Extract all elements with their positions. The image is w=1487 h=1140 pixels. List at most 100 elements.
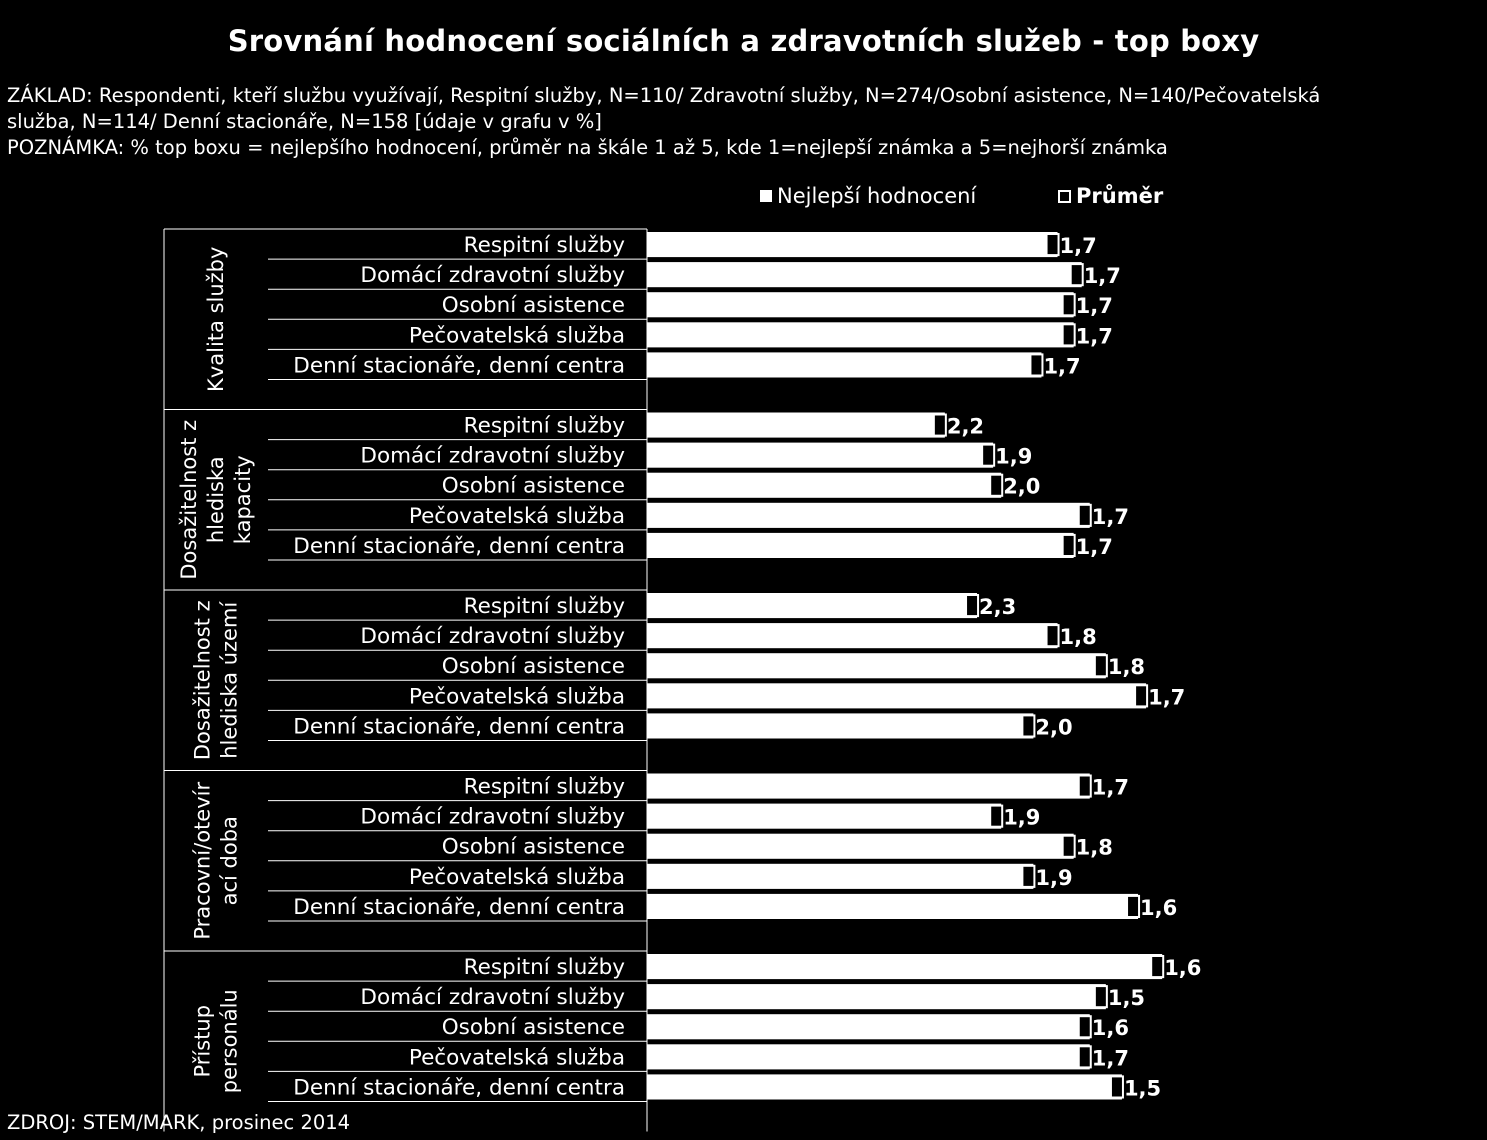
category-label: Pečovatelská služba (409, 684, 625, 709)
category-label: Denní stacionáře, denní centra (293, 353, 625, 378)
category-label: Denní stacionáře, denní centra (293, 534, 625, 559)
marker-avg (1150, 955, 1165, 979)
category-label: Pečovatelská služba (409, 323, 625, 348)
category-label: Pečovatelská služba (409, 865, 625, 890)
bar-best (647, 1074, 1122, 1100)
remark-note: POZNÁMKA: % top boxu = nejlepšího hodnoc… (7, 136, 1168, 159)
marker-avg (1061, 834, 1076, 858)
marker-avg (1093, 654, 1108, 678)
marker-avg (1061, 533, 1076, 558)
bar-best (647, 1014, 1090, 1040)
avg-label: 1,7 (1076, 535, 1113, 559)
group-label: Dosažitelnost z hlediska území (191, 600, 242, 760)
group-label-line: Dosažitelnost z (191, 600, 215, 760)
avg-label: 2,2 (947, 415, 984, 439)
marker-avg (981, 443, 996, 467)
marker-avg (1077, 774, 1092, 798)
group-label-line: kapacity (231, 455, 255, 544)
marker-avg (965, 594, 980, 618)
category-label: Domácí zdravotní služby (360, 985, 625, 1010)
marker-avg (1093, 985, 1108, 1009)
marker-avg (1077, 1015, 1092, 1039)
avg-label: 1,9 (1035, 866, 1072, 890)
category-label: Respitní služby (464, 955, 626, 980)
marker-avg (1134, 684, 1149, 708)
marker-avg (1069, 263, 1084, 287)
bar-best (647, 322, 1074, 348)
group-label: Kvalita služby (204, 247, 228, 392)
group-label-line: Kvalita služby (204, 247, 228, 392)
legend-item-avg: Průměr (1058, 184, 1163, 208)
group-label-line: Přístup (191, 1005, 215, 1078)
marker-avg (932, 413, 947, 437)
group-label: Pracovní/otevír ací doba (191, 782, 242, 940)
category-label: Osobní asistence (442, 835, 625, 860)
avg-label: 1,7 (1060, 234, 1097, 258)
group-label: Dosažitelnost z hlediska kapacity (177, 420, 255, 580)
group-label-line: Pracovní/otevír (191, 782, 215, 940)
category-label: Respitní služby (464, 414, 626, 439)
bar-best (647, 232, 1058, 258)
bar-best (647, 833, 1074, 859)
group-label-line: ací doba (218, 816, 242, 905)
marker-avg (1109, 1075, 1124, 1099)
bar-best (647, 653, 1106, 679)
bar-best (647, 442, 994, 468)
marker-avg (989, 473, 1004, 497)
avg-label: 1,8 (1108, 655, 1145, 679)
bar-best (647, 623, 1058, 649)
bar-best (647, 713, 1034, 739)
category-label: Osobní asistence (442, 1015, 625, 1040)
avg-label: 1,9 (995, 445, 1032, 469)
legend-item-best: Nejlepší hodnocení (760, 184, 976, 208)
marker-avg (1061, 293, 1076, 317)
avg-label: 1,7 (1148, 685, 1185, 709)
category-label: Respitní služby (464, 594, 626, 619)
group-label-line: hlediska území (218, 601, 242, 759)
avg-label: 1,7 (1084, 264, 1121, 288)
avg-label: 2,0 (1035, 715, 1072, 739)
bar-best (647, 773, 1090, 799)
group-label-line: hlediska (204, 456, 228, 543)
category-label: Denní stacionáře, denní centra (293, 714, 625, 739)
source-note: ZDROJ: STEM/MARK, prosinec 2014 (7, 1111, 351, 1134)
chart-title: Srovnání hodnocení sociálních a zdravotn… (227, 24, 1260, 58)
avg-label: 1,7 (1092, 1046, 1129, 1070)
category-label: Pečovatelská služba (409, 1045, 625, 1070)
bar-best (647, 502, 1090, 528)
marker-avg (1126, 894, 1141, 919)
group-label: Přístup personálu (191, 989, 242, 1093)
bar-best (647, 803, 1002, 829)
bar-best (647, 893, 1139, 919)
avg-label: 1,6 (1140, 896, 1177, 920)
category-label: Domácí zdravotní služby (360, 805, 625, 830)
bar-best (647, 863, 1034, 889)
avg-label: 1,6 (1164, 956, 1201, 980)
avg-label: 1,5 (1124, 1076, 1161, 1100)
basis-note-line2: služba, N=114/ Denní stacionáře, N=158 [… (7, 110, 602, 133)
marker-avg (1045, 624, 1060, 648)
category-label: Domácí zdravotní služby (360, 444, 625, 469)
marker-avg (1021, 864, 1036, 888)
group-label-line: personálu (218, 989, 242, 1093)
marker-avg (1021, 714, 1036, 738)
legend-label-avg: Průměr (1076, 184, 1164, 208)
avg-label: 2,3 (979, 595, 1016, 619)
category-label: Pečovatelská služba (409, 504, 625, 529)
marker-avg (1077, 503, 1092, 527)
category-label: Osobní asistence (442, 293, 625, 318)
legend-swatch-best (760, 190, 772, 202)
bar-best (647, 954, 1163, 980)
category-label: Respitní služby (464, 775, 626, 800)
marker-avg (1077, 1045, 1092, 1069)
category-label: Osobní asistence (442, 474, 625, 499)
marker-avg (989, 804, 1004, 828)
avg-label: 2,0 (1003, 475, 1040, 499)
legend-swatch-avg (1058, 189, 1071, 203)
avg-label: 1,8 (1060, 625, 1097, 649)
category-label: Osobní asistence (442, 654, 625, 679)
category-label: Domácí zdravotní služby (360, 263, 625, 288)
bar-best (647, 683, 1147, 709)
avg-label: 1,8 (1076, 836, 1113, 860)
